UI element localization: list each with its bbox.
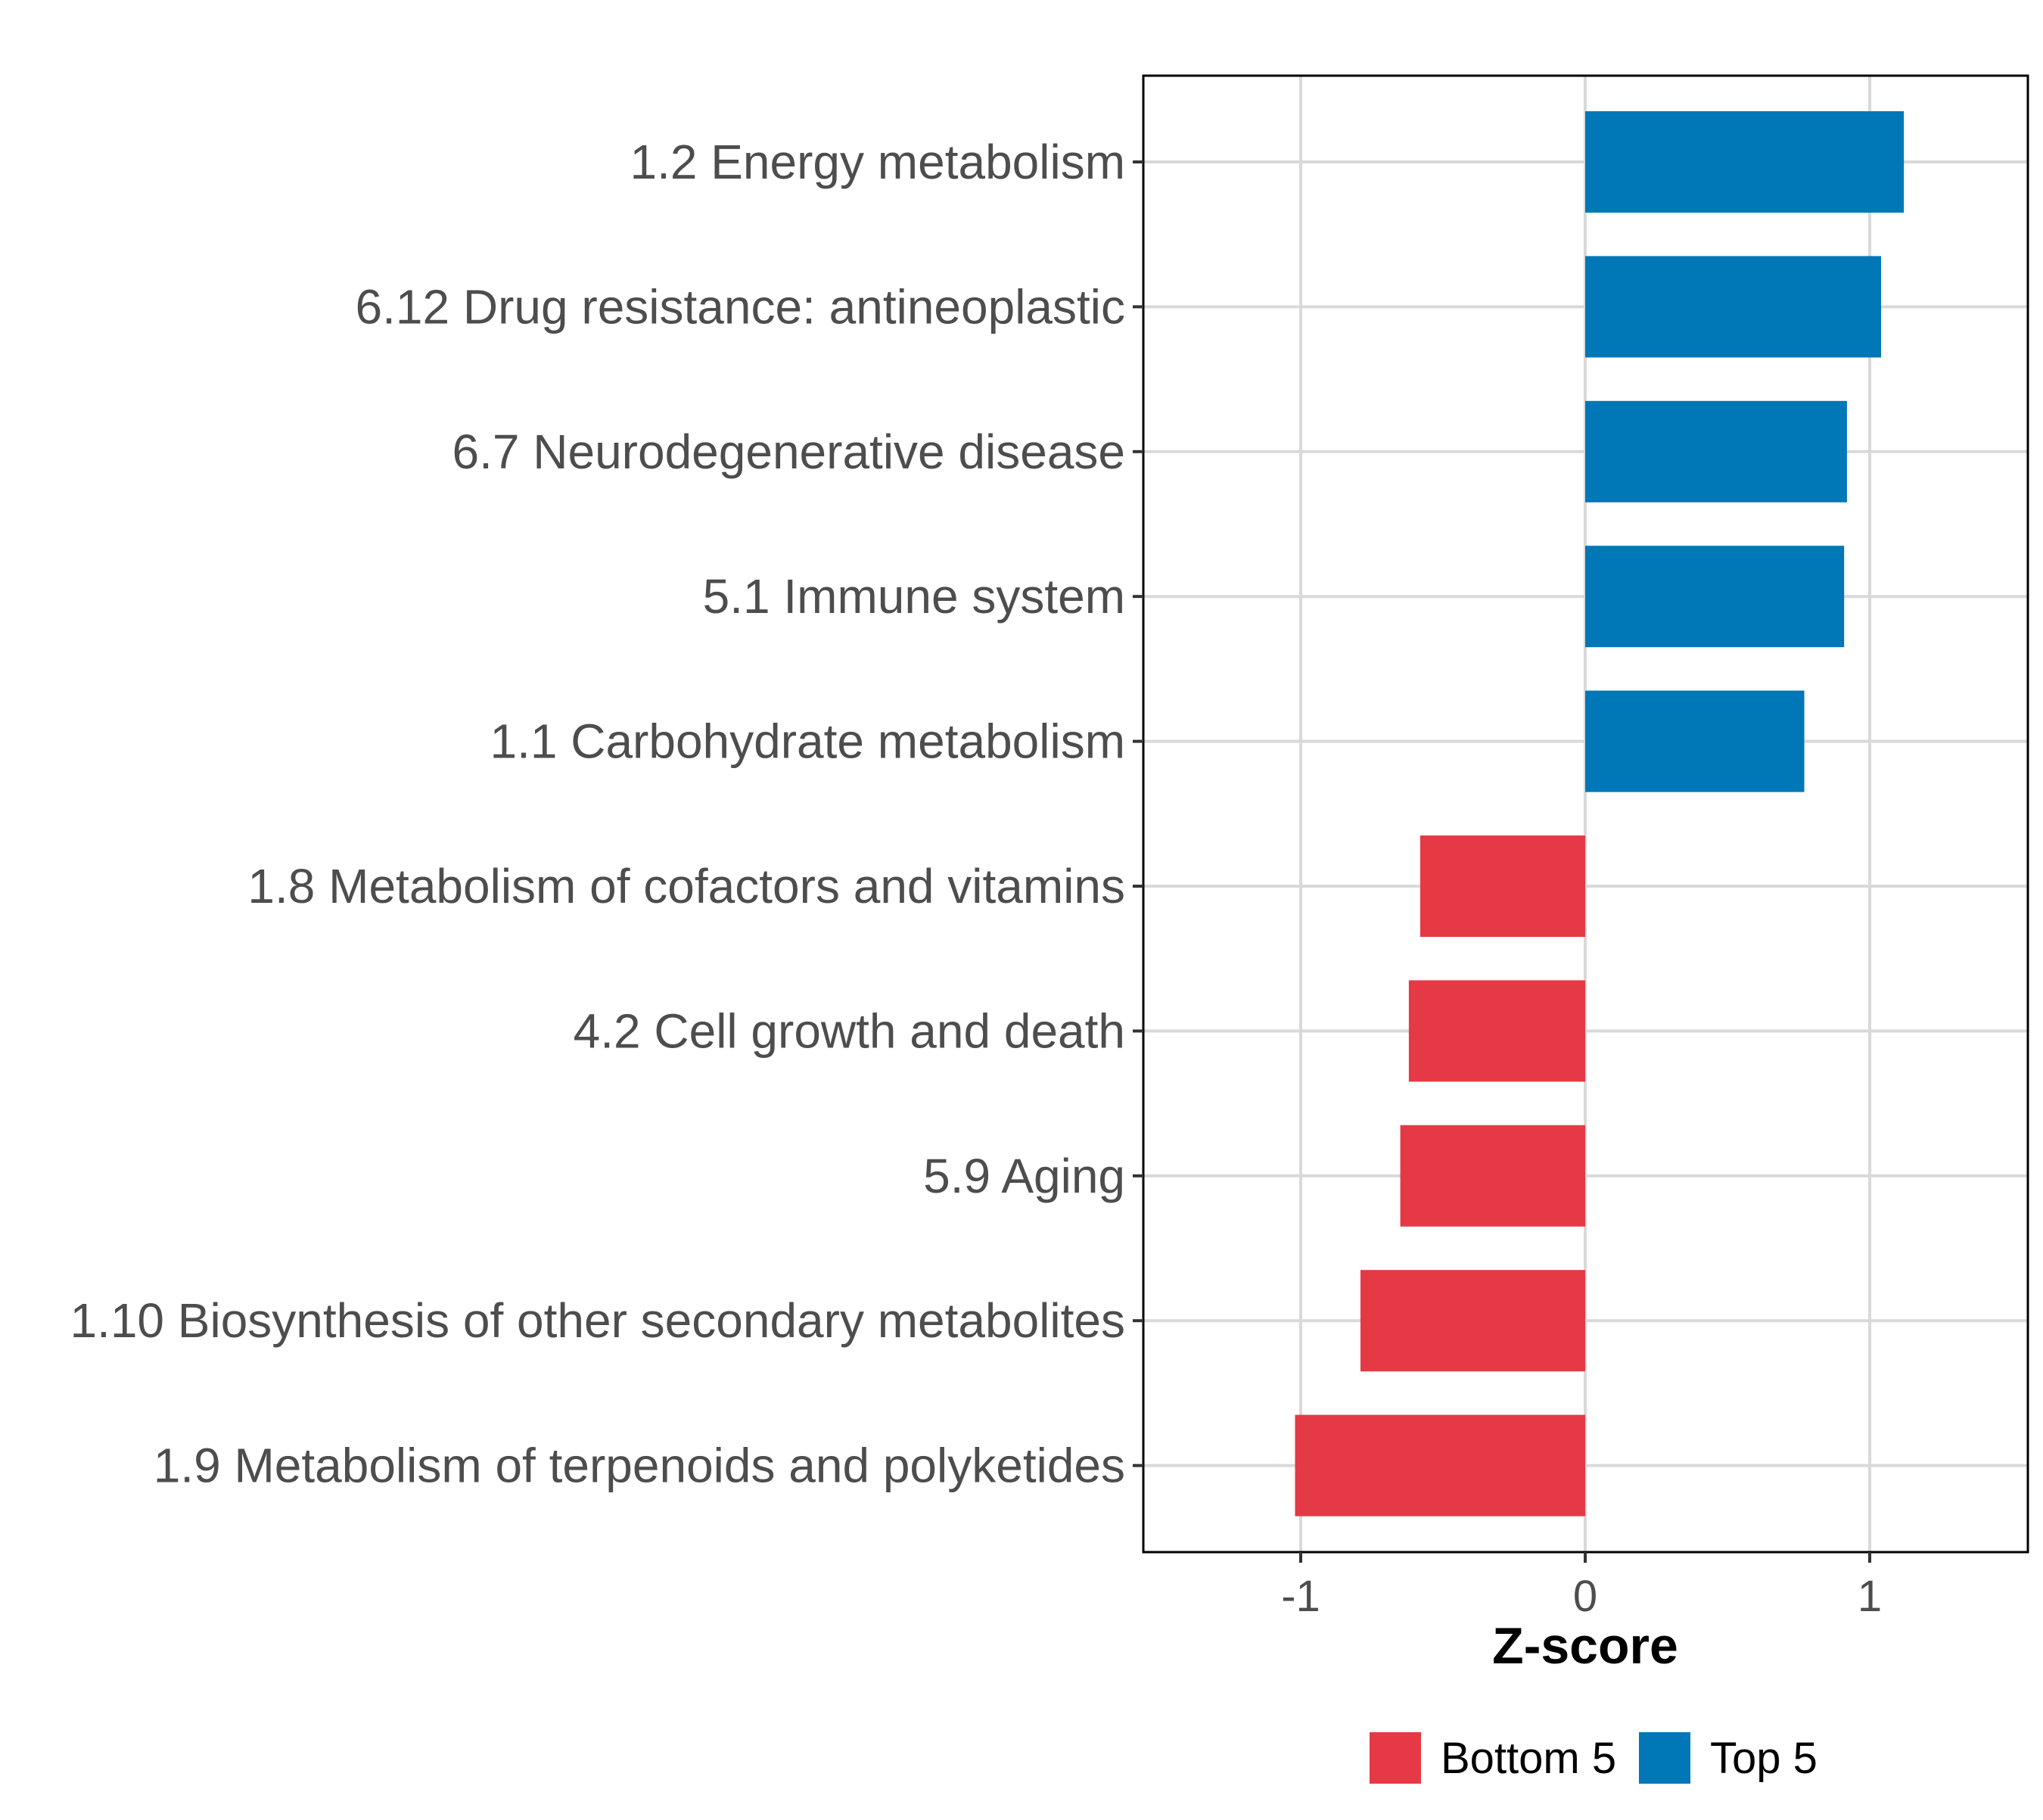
x-axis-ticks: -1 0 1 bbox=[1281, 1552, 1882, 1621]
y-axis-labels: 1.2 Energy metabolism 6.12 Drug resistanc… bbox=[70, 135, 1125, 1493]
legend-swatch bbox=[1370, 1732, 1421, 1784]
legend: Bottom 5 Top 5 bbox=[1370, 1732, 1818, 1784]
bar bbox=[1408, 980, 1585, 1082]
bar bbox=[1585, 546, 1845, 648]
bars bbox=[1295, 111, 1905, 1517]
bar bbox=[1585, 256, 1882, 358]
bar bbox=[1585, 111, 1905, 213]
y-axis-ticks bbox=[1133, 160, 1143, 1467]
legend-label: Top 5 bbox=[1710, 1734, 1818, 1783]
x-tick-label: -1 bbox=[1281, 1572, 1320, 1621]
bar bbox=[1295, 1414, 1585, 1517]
x-tick-label: 0 bbox=[1573, 1572, 1597, 1621]
category-label: 1.9 Metabolism of terpenoids and polyket… bbox=[154, 1439, 1125, 1493]
category-label: 1.10 Biosynthesis of other secondary met… bbox=[70, 1293, 1125, 1348]
category-label: 1.2 Energy metabolism bbox=[630, 135, 1125, 189]
bar bbox=[1420, 835, 1585, 937]
category-label: 4.2 Cell growth and death bbox=[574, 1003, 1125, 1058]
category-label: 6.12 Drug resistance: antineoplastic bbox=[356, 279, 1125, 334]
category-label: 1.8 Metabolism of cofactors and vitamins bbox=[247, 859, 1125, 913]
x-axis-title: Z-score bbox=[1492, 1617, 1678, 1675]
legend-label: Bottom 5 bbox=[1441, 1734, 1616, 1783]
category-label: 1.1 Carbohydrate metabolism bbox=[490, 714, 1125, 769]
category-label: 6.7 Neurodegenerative disease bbox=[452, 425, 1126, 479]
bar bbox=[1400, 1125, 1585, 1227]
category-label: 5.9 Aging bbox=[923, 1149, 1125, 1203]
category-label: 5.1 Immune system bbox=[703, 569, 1125, 624]
bar bbox=[1360, 1270, 1585, 1372]
bar bbox=[1585, 690, 1805, 792]
x-tick-label: 1 bbox=[1858, 1572, 1882, 1621]
legend-swatch bbox=[1639, 1732, 1690, 1784]
bar bbox=[1585, 400, 1847, 502]
